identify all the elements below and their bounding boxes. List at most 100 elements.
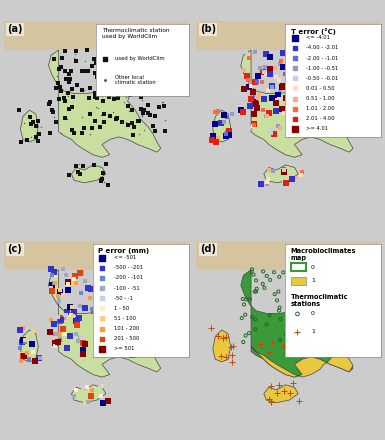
Point [128, 351, 134, 358]
Point [298, 118, 304, 125]
Point [105, 397, 111, 404]
Point [70, 93, 76, 100]
Point [261, 95, 267, 103]
Point [274, 297, 280, 304]
Point [318, 131, 325, 138]
Point [56, 298, 62, 305]
Point [240, 295, 246, 302]
Point [55, 80, 61, 87]
Point [306, 48, 312, 55]
Point [326, 105, 332, 112]
Point [107, 323, 114, 330]
Point [89, 124, 95, 131]
Point [308, 343, 314, 350]
Point [132, 305, 138, 312]
Polygon shape [4, 21, 189, 50]
Point [341, 98, 347, 105]
Point [215, 134, 221, 141]
Point [22, 337, 28, 344]
Point [87, 85, 93, 92]
Point [93, 288, 99, 295]
Point [293, 325, 299, 332]
Point [91, 56, 97, 63]
Point [120, 350, 126, 357]
Point [94, 74, 100, 81]
Point [110, 332, 116, 339]
Point [312, 82, 318, 89]
Point [281, 169, 287, 176]
Point [29, 340, 35, 347]
Point [251, 271, 257, 278]
Point [137, 106, 143, 113]
Point [338, 319, 344, 326]
Point [57, 337, 63, 344]
Point [56, 66, 62, 73]
Point [297, 52, 303, 59]
Point [259, 106, 266, 114]
Point [66, 78, 72, 85]
Point [141, 307, 147, 314]
Point [276, 273, 282, 280]
Point [148, 318, 154, 325]
Point [77, 334, 83, 341]
Point [301, 327, 307, 334]
Point [66, 304, 72, 311]
Point [268, 399, 274, 406]
Point [290, 276, 296, 283]
Point [264, 86, 271, 93]
Point [276, 95, 282, 103]
Point [130, 289, 136, 296]
Point [299, 338, 305, 345]
Point [252, 316, 258, 323]
Point [71, 54, 77, 61]
Point [74, 322, 80, 329]
Point [62, 274, 68, 281]
Point [350, 73, 356, 80]
Point [98, 297, 104, 304]
Point [80, 163, 87, 170]
Point [335, 303, 341, 310]
Polygon shape [4, 241, 189, 270]
Point [301, 312, 307, 319]
Point [351, 95, 357, 102]
Point [73, 318, 79, 325]
Point [335, 70, 341, 77]
Point [294, 269, 300, 276]
Point [115, 73, 121, 80]
Point [93, 103, 99, 110]
Point [126, 299, 132, 306]
Point [295, 76, 301, 83]
Point [245, 77, 251, 84]
Point [268, 399, 275, 406]
Point [104, 60, 110, 67]
Point [300, 117, 306, 124]
Point [51, 321, 57, 328]
Point [328, 335, 335, 342]
Point [101, 339, 107, 346]
Point [77, 270, 84, 277]
Point [256, 92, 262, 99]
Point [260, 68, 266, 75]
Point [253, 100, 259, 107]
Point [136, 275, 142, 282]
Point [259, 79, 265, 86]
Point [250, 123, 256, 130]
Point [67, 333, 73, 340]
Point [349, 127, 355, 134]
Point [96, 77, 102, 84]
Point [97, 382, 103, 389]
Point [323, 102, 330, 109]
Polygon shape [264, 165, 298, 183]
Point [215, 332, 221, 339]
Point [113, 288, 119, 295]
Point [318, 57, 324, 64]
Point [311, 71, 317, 78]
Point [129, 119, 136, 126]
Point [121, 270, 127, 277]
Point [246, 124, 252, 131]
Point [48, 285, 54, 292]
Point [87, 130, 94, 137]
Point [303, 77, 310, 84]
Point [140, 110, 146, 117]
Point [82, 400, 89, 407]
